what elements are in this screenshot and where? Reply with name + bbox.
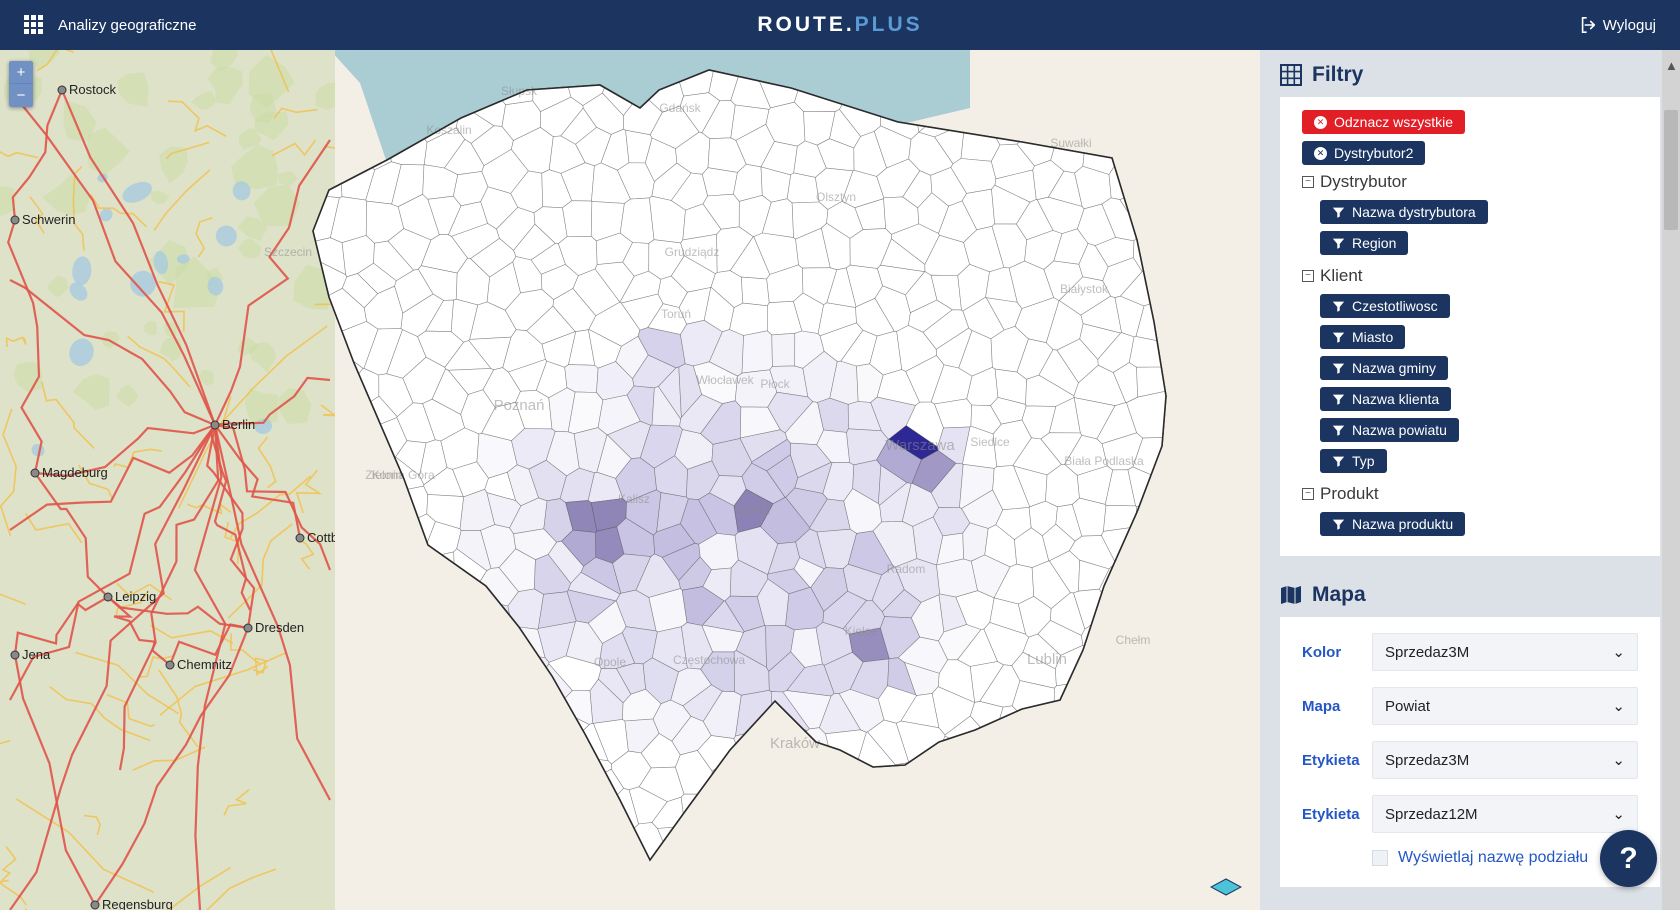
svg-text:Olsztyn: Olsztyn [816,190,856,204]
svg-text:Chemnitz: Chemnitz [177,657,232,672]
svg-text:Grudziądz: Grudziądz [665,245,720,259]
svg-text:Toruń: Toruń [661,307,691,321]
svg-text:Radom: Radom [887,562,926,576]
svg-text:Płock: Płock [760,377,790,391]
svg-text:Szczecin: Szczecin [264,245,312,259]
svg-text:Warszawa: Warszawa [885,437,955,454]
svg-text:Leipzig: Leipzig [115,589,156,604]
svg-text:Łódź: Łódź [738,501,771,518]
svg-text:Kalisz: Kalisz [618,492,650,506]
svg-text:Schwerin: Schwerin [22,212,75,227]
svg-text:Gdańsk: Gdańsk [659,101,701,115]
svg-text:Biała Podlaska: Biała Podlaska [1064,454,1144,468]
svg-text:Włocławek: Włocławek [696,373,754,387]
svg-text:Kielce: Kielce [845,624,878,638]
svg-text:Regensburg: Regensburg [102,897,173,910]
svg-text:Opole: Opole [594,655,626,669]
svg-text:Berlin: Berlin [222,417,255,432]
svg-text:Jena: Jena [22,647,51,662]
svg-text:Dresden: Dresden [255,620,304,635]
svg-text:Rostock: Rostock [69,82,116,97]
svg-text:Białystok: Białystok [1060,282,1109,296]
svg-text:Magdeburg: Magdeburg [42,465,108,480]
svg-text:Lublin: Lublin [1027,651,1067,668]
svg-text:Chełm: Chełm [1116,633,1151,647]
svg-text:Siedlce: Siedlce [970,435,1010,449]
svg-text:Poznań: Poznań [494,397,545,414]
svg-text:Słupsk: Słupsk [501,84,538,98]
svg-text:Częstochowa: Częstochowa [673,653,745,667]
